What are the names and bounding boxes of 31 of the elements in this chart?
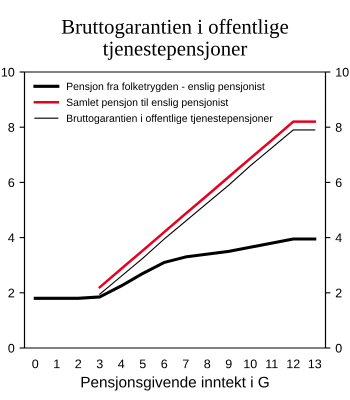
chart-title: Bruttogarantien i offentlige tjenestepensjoner xyxy=(62,18,288,60)
y2-tick-label: 10 xyxy=(336,68,349,77)
legend-label: Bruttogarantien i offentlige tjenestepensjoner xyxy=(67,114,273,124)
y2-tick-label: 4 xyxy=(336,234,342,242)
x-axis-title: Pensjonsgivende inntekt i G xyxy=(82,376,269,391)
x-tick-label: 12 xyxy=(287,359,300,368)
y2-tick-label: 0 xyxy=(336,344,342,353)
x-tick-label: 0 xyxy=(32,359,38,368)
x-tick-label: 11 xyxy=(266,360,278,368)
x-tick-label: 4 xyxy=(118,360,124,368)
x-tick-label: 9 xyxy=(226,359,232,368)
y2-tick-label: 8 xyxy=(336,123,342,132)
legend-label: Samlet pensjon til enslig pensjonist xyxy=(66,98,228,108)
y2-tick-label: 6 xyxy=(336,178,342,188)
x-tick-label: 1 xyxy=(54,360,60,368)
y-tick-label: 10 xyxy=(2,68,14,77)
x-tick-label: 3 xyxy=(96,359,103,368)
x-tick-label: 8 xyxy=(204,359,210,368)
y2-tick-label: 2 xyxy=(336,288,342,298)
x-tick-label: 6 xyxy=(161,359,168,368)
y-tick-label: 4 xyxy=(8,234,14,242)
y-tick-label: 2 xyxy=(8,288,14,298)
x-tick-label: 5 xyxy=(140,360,146,368)
y-tick-label: 6 xyxy=(8,178,14,188)
x-tick-label: 2 xyxy=(75,359,82,368)
x-tick-label: 10 xyxy=(244,359,257,368)
x-tick-label: 7 xyxy=(182,360,189,368)
y-tick-label: 8 xyxy=(8,123,14,132)
y-tick-label: 0 xyxy=(8,344,14,353)
x-tick-label: 13 xyxy=(308,359,322,368)
legend-label: Pensjon fra folketrygden - enslig pensjonist xyxy=(67,82,265,92)
